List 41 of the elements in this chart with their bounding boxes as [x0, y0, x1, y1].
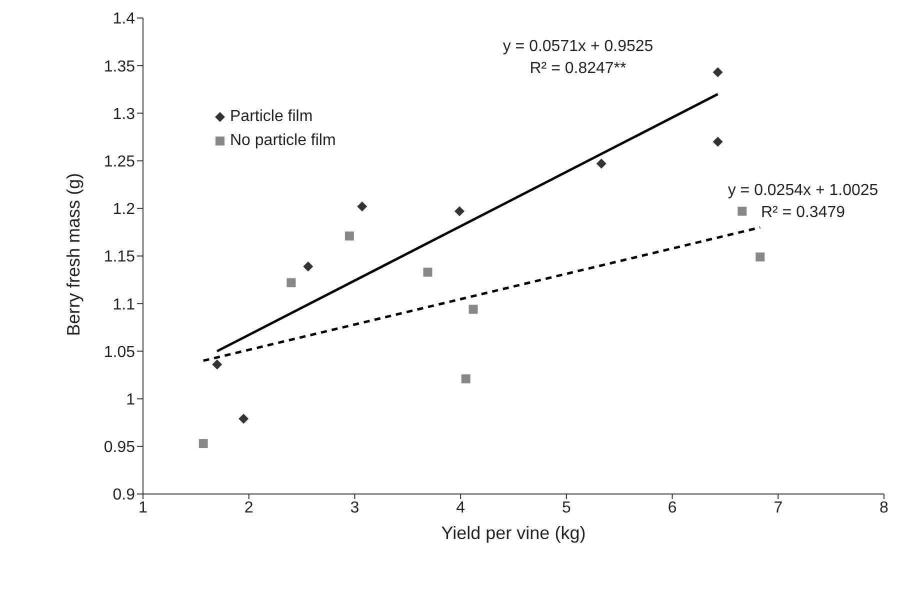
point — [712, 67, 723, 78]
point — [423, 268, 432, 277]
point — [712, 136, 723, 147]
x-tick-label: 4 — [456, 499, 466, 516]
y-tick-label: 0.9 — [112, 486, 136, 504]
x-axis-title: Yield per vine (kg) — [441, 523, 586, 543]
point — [303, 261, 314, 272]
x-tick-label: 8 — [880, 499, 889, 516]
x-tick-label: 7 — [774, 499, 783, 516]
y-axis-title: Berry fresh mass (g) — [63, 172, 84, 336]
annotation: y = 0.0571x + 0.9525 R² = 0.8247** — [502, 37, 654, 79]
y-tick-label: 1.35 — [104, 58, 136, 76]
point — [212, 360, 222, 370]
y-tick-label: 1.4 — [112, 10, 136, 28]
point — [461, 374, 470, 384]
point — [468, 304, 478, 314]
legend-label: No particle film — [230, 132, 336, 150]
point — [738, 206, 747, 216]
y-tick-label: 1.3 — [112, 106, 136, 123]
x-tick-label: 5 — [562, 499, 571, 516]
point — [454, 206, 465, 216]
point — [198, 439, 208, 448]
point — [286, 278, 296, 288]
x-tick-label: 3 — [350, 499, 360, 516]
point — [596, 158, 606, 169]
point — [344, 232, 354, 241]
point — [238, 414, 249, 424]
y-tick-label: 1.05 — [104, 344, 136, 361]
point — [756, 252, 765, 262]
x-tick-label: 2 — [244, 499, 254, 516]
annotation: y = 0.0254x + 1.0025 R² = 0.3479 — [726, 181, 880, 223]
x-tick-label: 1 — [138, 499, 148, 516]
y-tick-label: 1.2 — [112, 201, 136, 218]
x-tick-label: 6 — [668, 499, 677, 516]
y-tick-label: 1.25 — [104, 153, 136, 170]
y-tick-label: 1 — [126, 391, 136, 408]
point — [357, 201, 368, 212]
legend-label: Particle film — [230, 108, 313, 126]
y-tick-label: 0.95 — [104, 439, 136, 456]
y-tick-label: 1.15 — [104, 248, 136, 266]
y-tick-label: 1.1 — [112, 296, 136, 314]
